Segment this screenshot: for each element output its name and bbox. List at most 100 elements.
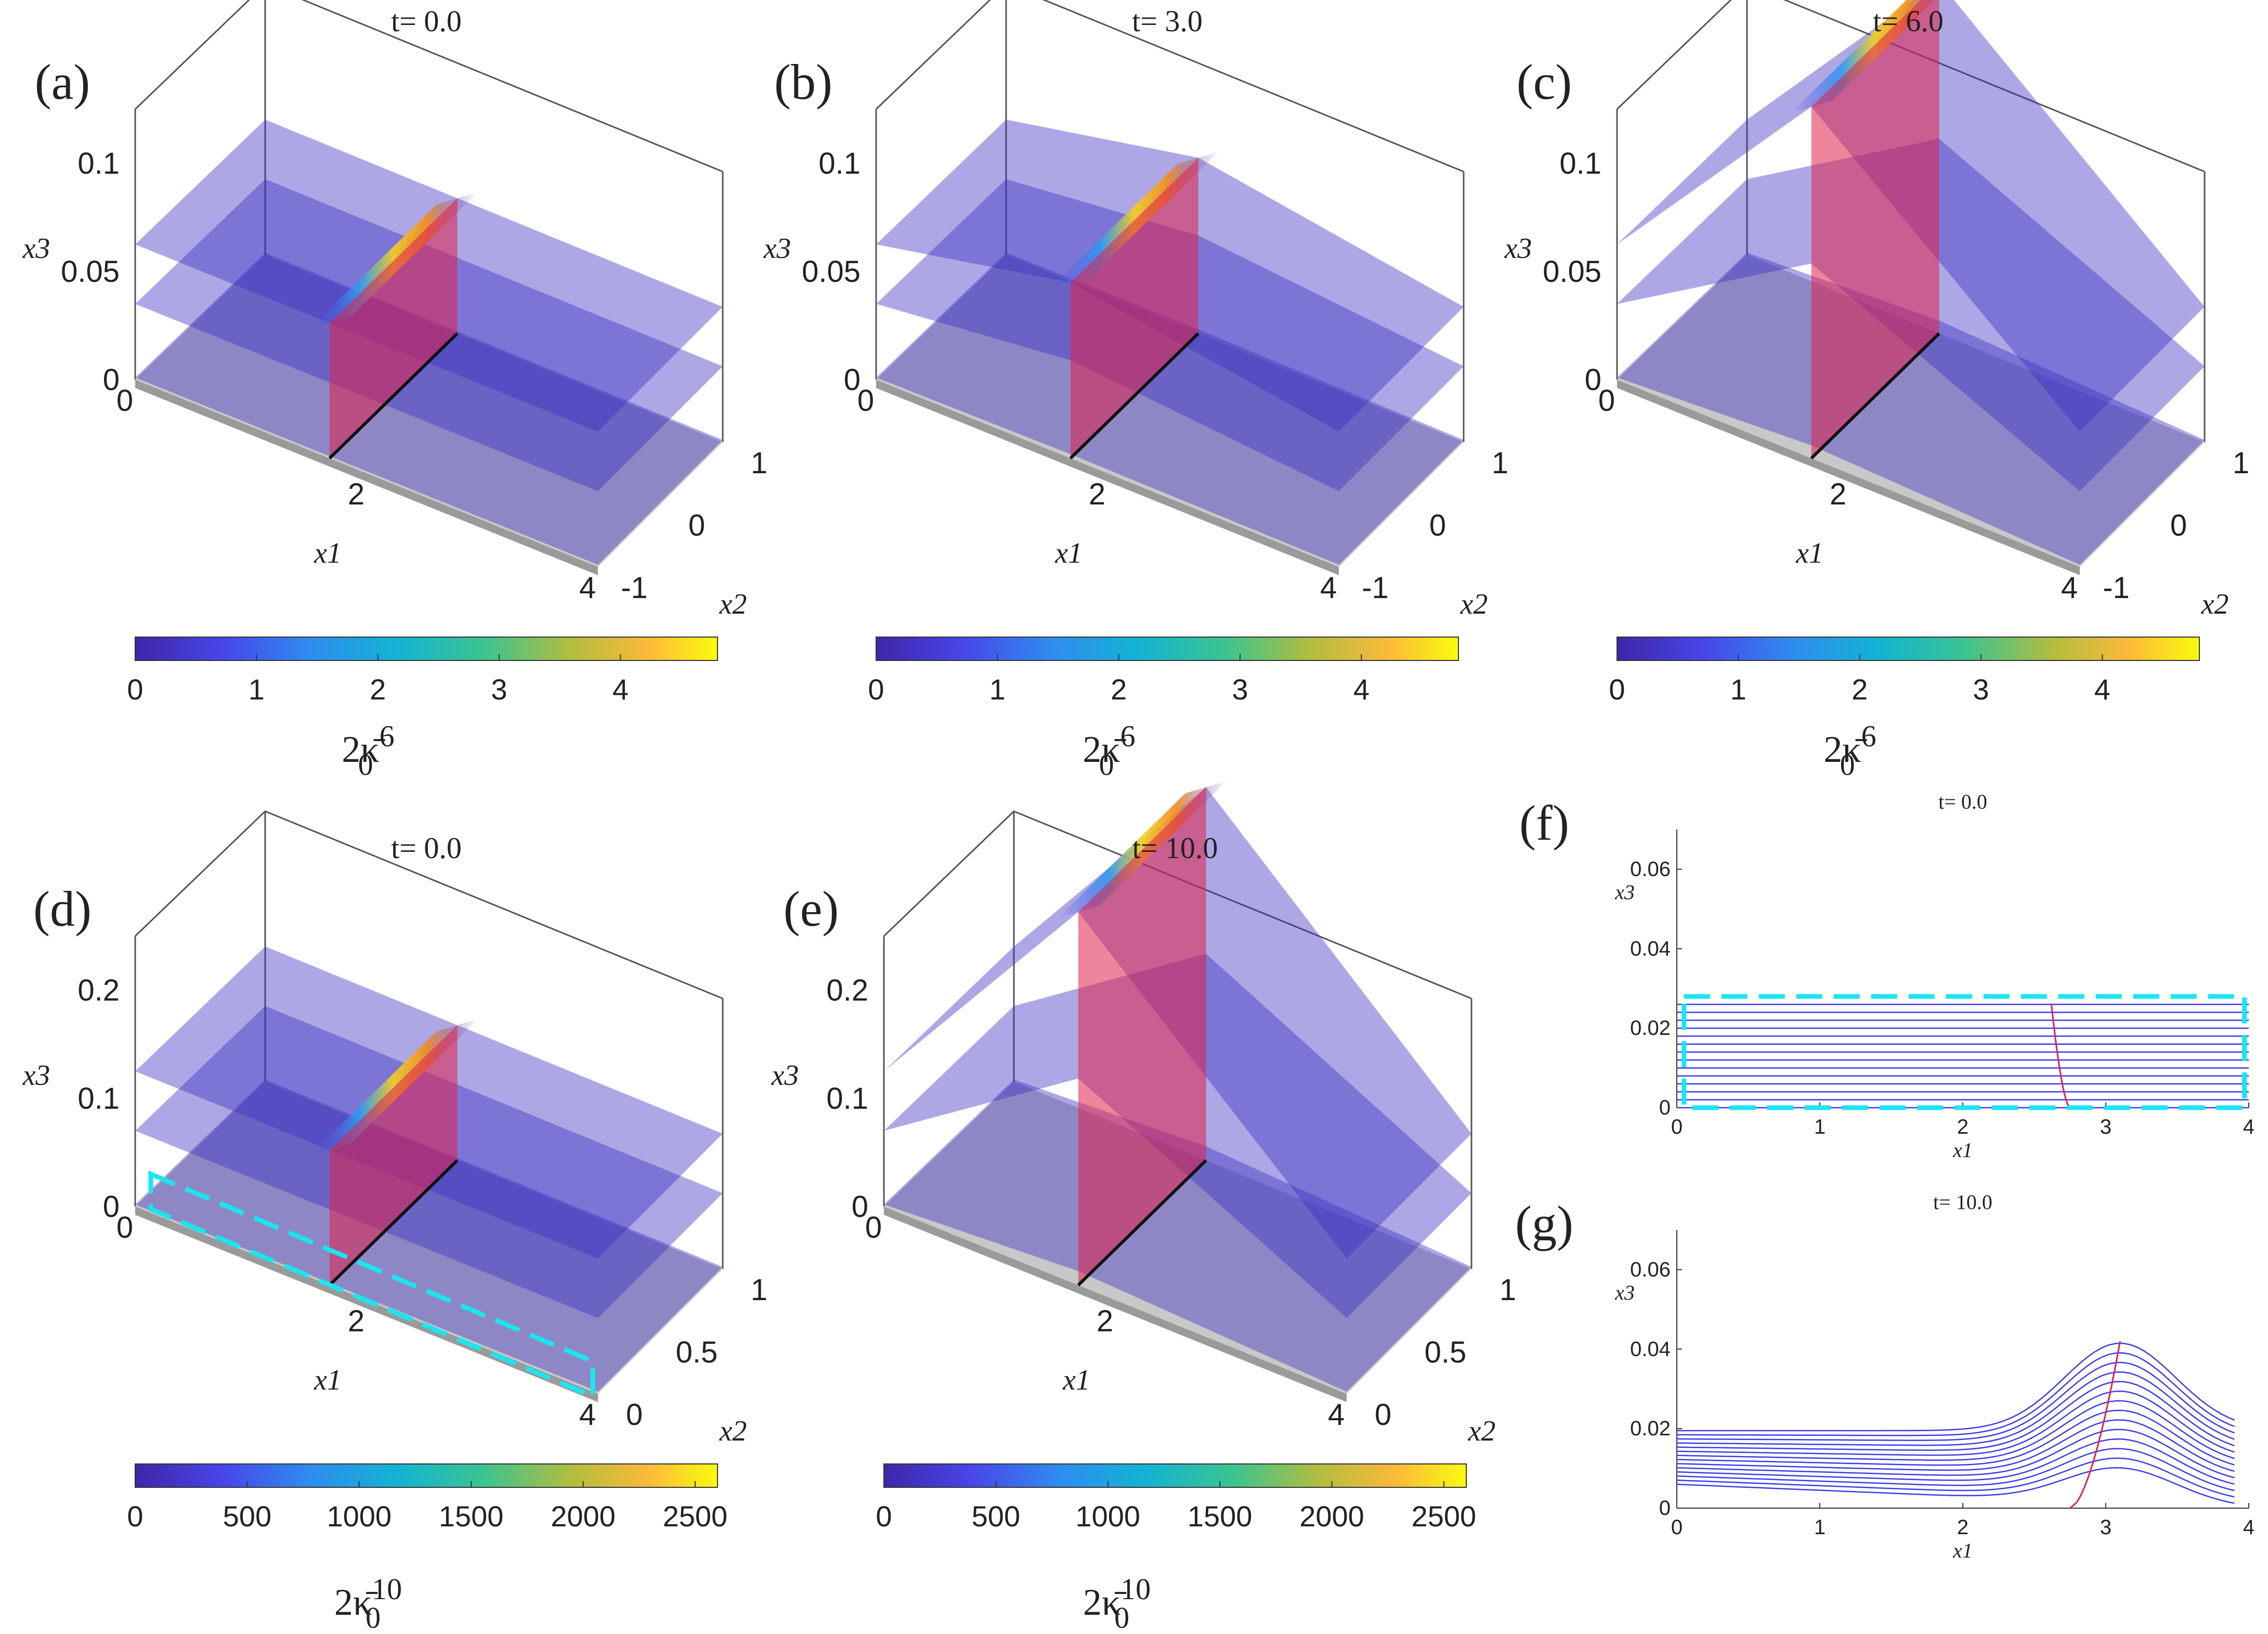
z-axis-label: x3 bbox=[1504, 232, 1532, 265]
panel-title: t= 10.0 bbox=[1132, 831, 1218, 865]
material-line bbox=[1676, 1457, 2235, 1498]
y-tick-label: -1 bbox=[1362, 571, 1389, 605]
panel-c: 0 0.05 0.1 x3 0 2 4 x1 -1 0 1 x2 t= 6.0 (c) 0 1 2 3 4 2κ̄6 0 bbox=[1504, 0, 2249, 782]
colorbar-tick-label: 2 bbox=[1852, 673, 1868, 706]
x-tick-label: 0 bbox=[1598, 384, 1615, 418]
floor bbox=[135, 255, 723, 567]
colorbar-label-sup: 10 bbox=[1120, 1572, 1151, 1606]
colorbar-label-sup: 6 bbox=[1861, 719, 1876, 753]
panel-label: (g) bbox=[1515, 1196, 1573, 1251]
y-tick-label: 1 bbox=[751, 1273, 767, 1307]
material-line bbox=[1677, 1352, 2235, 1436]
colorbar-label: 2κ̄6 0 bbox=[342, 719, 394, 782]
floor bbox=[876, 255, 1464, 567]
panel-label: (e) bbox=[784, 881, 839, 937]
colorbar-tick-label: 2 bbox=[1111, 673, 1127, 706]
colorbar-tick-label: 1 bbox=[249, 673, 265, 706]
y-axis-label: x3 bbox=[1614, 1281, 1635, 1304]
x-tick-label: 4 bbox=[2243, 1516, 2254, 1539]
z-tick-label: 0 bbox=[844, 363, 861, 397]
z-tick-label: 0.1 bbox=[77, 1082, 120, 1116]
y-tick-label: -1 bbox=[2103, 571, 2130, 605]
panel-title: t= 3.0 bbox=[1132, 4, 1203, 38]
x-axis-label: x1 bbox=[314, 537, 342, 569]
box-top-edges bbox=[1616, 0, 2205, 173]
red-curve bbox=[2069, 1341, 2121, 1509]
y-tick-label: 0.5 bbox=[1425, 1335, 1467, 1369]
colorbar-label: 2κ̄6 0 bbox=[1083, 719, 1135, 782]
x-axis-label: x1 bbox=[314, 1364, 342, 1396]
material-line bbox=[1676, 1409, 2235, 1466]
colorbar-tick-label: 2 bbox=[370, 673, 386, 706]
y-axis-label: x2 bbox=[719, 1415, 747, 1447]
panel-title: t= 0.0 bbox=[1938, 790, 1987, 813]
x-axis-label: x1 bbox=[1795, 537, 1823, 569]
y-tick-label: 0 bbox=[626, 1398, 643, 1432]
surface-level-1 bbox=[135, 253, 723, 565]
panel-label: (f) bbox=[1519, 795, 1569, 851]
z-axis-label: x3 bbox=[771, 1059, 799, 1092]
colorbar-tick-label: 0 bbox=[868, 673, 884, 706]
x-tick-label: 2 bbox=[1957, 1516, 1969, 1539]
z-tick-label: 0 bbox=[852, 1190, 868, 1224]
highlight-box bbox=[148, 1170, 595, 1400]
x-tick-label: 3 bbox=[2100, 1116, 2111, 1138]
colorbar-label-sub: 0 bbox=[1114, 1601, 1129, 1634]
panel-label: (b) bbox=[774, 54, 832, 110]
material-line bbox=[1676, 1371, 2235, 1446]
red-sheet bbox=[1078, 787, 1206, 1286]
base-line bbox=[1069, 332, 1200, 460]
y-tick-label: 1 bbox=[1492, 446, 1508, 480]
colorbar-tick-label: 1500 bbox=[1188, 1500, 1253, 1533]
box-top-edges bbox=[875, 0, 1464, 173]
y-axis-label: x2 bbox=[1460, 588, 1488, 620]
base-line bbox=[1077, 1159, 1207, 1287]
y-axis-label: x2 bbox=[719, 588, 747, 620]
colorbar-label-sup: 6 bbox=[1120, 719, 1136, 753]
panel-label: (d) bbox=[33, 881, 92, 937]
panel-title: t= 10.0 bbox=[1933, 1190, 1992, 1214]
colorbar-label: 2κ̄10 0 bbox=[1083, 1572, 1151, 1634]
colorbar-label-sub: 0 bbox=[1099, 748, 1114, 782]
floor bbox=[135, 1082, 723, 1394]
colorbar-tick-label: 4 bbox=[2094, 673, 2110, 706]
z-tick-label: 0 bbox=[103, 1190, 120, 1224]
base-line bbox=[328, 332, 459, 460]
y-tick-label: 0.06 bbox=[1630, 1258, 1671, 1281]
x-tick-label: 1 bbox=[1814, 1116, 1826, 1138]
material-line bbox=[1676, 1467, 2235, 1504]
material-line bbox=[1676, 1361, 2235, 1441]
y-axis-label: x2 bbox=[1468, 1415, 1496, 1447]
x-tick-label: 3 bbox=[2100, 1516, 2111, 1539]
x-tick-label: 4 bbox=[579, 571, 596, 605]
material-line bbox=[1676, 1381, 2235, 1451]
surface-level-1 bbox=[884, 1080, 1471, 1392]
z-tick-label: 0.05 bbox=[61, 255, 120, 289]
x-tick-label: 0 bbox=[116, 1211, 133, 1244]
y-tick-label: 0.04 bbox=[1630, 937, 1671, 960]
panel-title: t= 6.0 bbox=[1873, 4, 1944, 38]
floor-edge bbox=[135, 1207, 598, 1402]
z-axis-label: x3 bbox=[22, 232, 50, 265]
colorbar-label-sub: 0 bbox=[1840, 748, 1855, 782]
z-tick-label: 0.1 bbox=[77, 147, 120, 180]
red-curve bbox=[2051, 1004, 2071, 1108]
x-tick-label: 0 bbox=[1671, 1116, 1683, 1138]
red-sheet bbox=[1811, 0, 1939, 459]
y-tick-label: 1 bbox=[751, 446, 767, 480]
colorbar-tick-label: 1000 bbox=[1075, 1500, 1140, 1533]
colorbar-label-sup: 10 bbox=[372, 1572, 402, 1606]
base-line bbox=[1810, 332, 1940, 460]
panel-title: t= 0.0 bbox=[391, 831, 462, 865]
x-tick-label: 0 bbox=[865, 1211, 882, 1244]
x-axis-label: x1 bbox=[1062, 1364, 1090, 1396]
y-tick-label: 0 bbox=[688, 509, 705, 542]
red-sheet bbox=[1070, 158, 1198, 459]
highlight-box bbox=[1682, 994, 2247, 1110]
material-line bbox=[1676, 1438, 2235, 1485]
y-tick-label: 0.02 bbox=[1630, 1417, 1671, 1440]
colorbar-tick-label: 4 bbox=[1353, 673, 1370, 706]
y-tick-label: 0 bbox=[1659, 1096, 1671, 1119]
colorbar-tick-label: 1 bbox=[1730, 673, 1746, 706]
colorbar-tick-label: 3 bbox=[1973, 673, 1989, 706]
